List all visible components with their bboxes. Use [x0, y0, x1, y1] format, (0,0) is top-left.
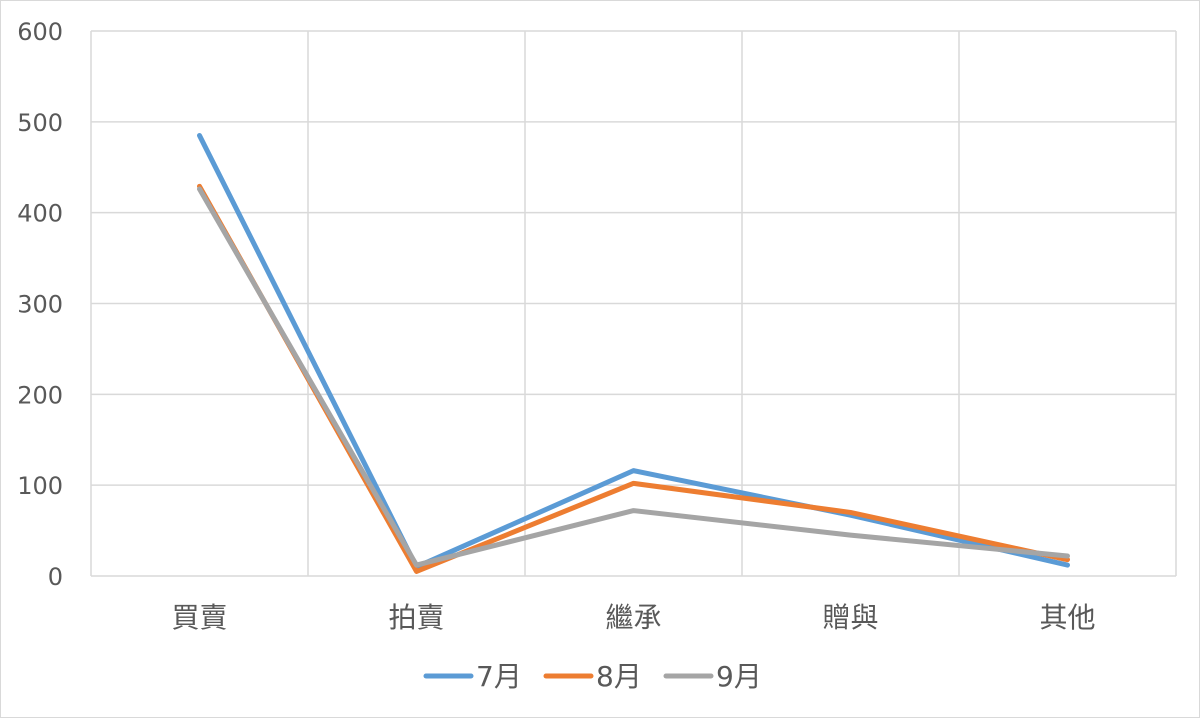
x-category-label: 買賣	[171, 601, 227, 634]
y-axis-ticks: 0 100 200 300 400 500 600	[17, 18, 63, 591]
gridlines	[90, 30, 1177, 577]
x-category-label: 繼承	[605, 601, 661, 634]
legend: 7月 8月 9月	[423, 660, 762, 693]
legend-label: 9月	[716, 660, 762, 693]
y-tick-label: 300	[17, 291, 63, 319]
x-category-label: 其他	[1039, 601, 1095, 634]
y-tick-label: 200	[17, 381, 63, 409]
legend-label: 7月	[476, 660, 522, 693]
series-line-3	[197, 186, 1070, 568]
series-line-2	[197, 183, 1070, 574]
series-lines	[197, 132, 1070, 574]
x-category-label: 贈與	[822, 601, 878, 634]
y-tick-label: 400	[17, 200, 63, 228]
y-tick-label: 600	[17, 18, 63, 46]
x-axis-categories: 買賣 拍賣 繼承 贈與 其他	[171, 601, 1095, 634]
x-category-label: 拍賣	[388, 601, 444, 634]
legend-label: 8月	[596, 660, 642, 693]
y-tick-label: 100	[17, 472, 63, 500]
y-tick-label: 0	[48, 563, 63, 591]
series-line-1	[197, 132, 1070, 570]
y-tick-label: 500	[17, 109, 63, 137]
